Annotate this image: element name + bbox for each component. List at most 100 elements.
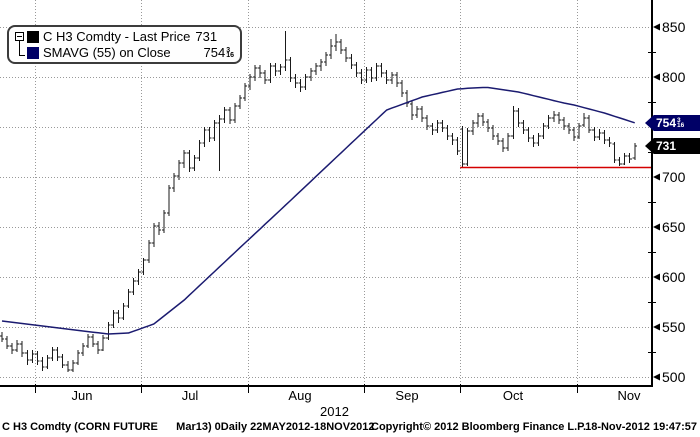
month-label: Jun <box>71 388 93 403</box>
ohlc-bar <box>440 120 445 132</box>
ohlc-bar <box>131 278 136 295</box>
footer-bar: C H3 Comdty (CORN FUTURE Mar13) 0Daily 2… <box>0 421 700 436</box>
ohlc-bar <box>597 129 602 140</box>
ohlc-bar <box>273 63 278 76</box>
axis-frame <box>0 0 653 387</box>
y-axis-label: 650 <box>662 219 686 235</box>
ohlc-bar <box>622 153 627 165</box>
ohlc-bar <box>126 289 131 308</box>
ohlc-bar <box>541 123 546 139</box>
ohlc-bar <box>50 347 55 361</box>
legend-last-price-label: C H3 Comdty - Last Price <box>43 29 191 44</box>
ohlc-bar <box>344 47 349 62</box>
last-price-swatch-icon <box>27 30 39 43</box>
ohlc-bar <box>364 67 369 83</box>
month-label: Oct <box>502 388 524 403</box>
ohlc-bar <box>75 350 81 365</box>
ohlc-bar <box>516 108 521 127</box>
ohlc-bar <box>207 127 212 142</box>
ohlc-bar <box>202 127 207 147</box>
ohlc-bar <box>65 361 71 372</box>
ohlc-bar <box>85 334 91 348</box>
ohlc-bar <box>90 334 96 347</box>
ohlc-bar <box>465 128 470 166</box>
ohlc-bar <box>268 63 273 83</box>
ohlc-bar <box>338 39 344 54</box>
ohlc-bar <box>526 127 531 142</box>
ohlc-bar <box>551 111 556 122</box>
ohlc-bar <box>581 113 587 127</box>
x-axis-year-label: 2012 <box>320 404 349 419</box>
ohlc-bar <box>511 106 516 139</box>
ohlc-bar <box>369 67 374 82</box>
ohlc-bar <box>176 160 182 180</box>
ohlc-bar <box>485 119 491 132</box>
ohlc-bar <box>222 107 227 123</box>
ohlc-bar <box>106 322 111 340</box>
ohlc-bar <box>70 360 76 372</box>
footer-instrument-text: C H3 Comdty (CORN FUTURE Mar13) 0Daily 2… <box>2 421 375 433</box>
ohlc-bar <box>252 65 258 81</box>
month-label: Jul <box>181 388 199 403</box>
ohlc-bar <box>602 130 607 144</box>
ohlc-bar <box>187 150 192 172</box>
ohlc-bar <box>278 64 283 75</box>
ohlc-bar <box>556 112 562 124</box>
ohlc-bar <box>171 173 177 192</box>
ohlc-bar <box>257 65 263 78</box>
ohlc-bar <box>95 341 101 354</box>
ohlc-bar <box>612 142 617 163</box>
ohlc-bar <box>592 127 597 141</box>
ohlc-bar <box>607 137 612 147</box>
legend-tree <box>12 29 27 60</box>
ohlc-bar <box>121 303 126 320</box>
legend-box[interactable]: C H3 Comdty - Last Price 731 SMAVG (55) … <box>7 25 242 64</box>
ohlc-bar <box>4 336 10 349</box>
ohlc-bar <box>30 350 35 363</box>
frac-numerator: 3 <box>677 117 681 124</box>
ohlc-bar <box>313 63 319 75</box>
ohlc-bar <box>379 63 384 77</box>
ohlc-bar <box>136 269 141 285</box>
ohlc-bar <box>9 343 15 354</box>
legend-last-price-value: 731 <box>195 29 218 44</box>
ohlc-bar <box>384 70 389 84</box>
collapse-minus-icon[interactable] <box>15 32 24 41</box>
ohlc-bar <box>20 341 25 357</box>
ohlc-bar <box>111 310 116 328</box>
ohlc-bar <box>323 52 329 66</box>
ohlc-bar <box>288 57 293 82</box>
ohlc-bar <box>586 115 592 133</box>
ohlc-bar <box>531 135 536 147</box>
ohlc-bar <box>197 140 202 161</box>
smavg-value-int: 754 <box>203 45 226 60</box>
legend-smavg-label: SMAVG (55) on Close <box>43 45 171 60</box>
footer-timestamp: 18-Nov-2012 19:47:57 <box>585 421 697 433</box>
ohlc-bar <box>374 63 379 81</box>
ohlc-bar <box>480 113 486 126</box>
ohlc-bar <box>435 120 440 133</box>
ohlc-bar <box>425 115 430 130</box>
ohlc-bar <box>217 115 222 171</box>
ohlc-bar <box>632 143 637 160</box>
sma-price-tag: 754 3 16 <box>645 115 700 131</box>
ohlc-bar <box>536 133 541 146</box>
ohlc-bar <box>394 72 400 87</box>
ohlc-bar <box>561 117 567 130</box>
ohlc-bar <box>293 74 298 88</box>
ohlc-bar <box>490 125 496 140</box>
ohlc-bar <box>521 120 526 134</box>
ohlc-bar <box>318 59 324 71</box>
y-axis-label: 700 <box>662 169 686 185</box>
ohlc-bar <box>617 157 622 166</box>
ohlc-bar <box>55 347 60 361</box>
ohlc-bar <box>283 31 288 71</box>
y-axis-label: 500 <box>662 369 686 385</box>
legend-series-last-price[interactable]: C H3 Comdty - Last Price 731 <box>27 29 234 44</box>
ohlc-bar <box>354 62 359 77</box>
legend-series-smavg[interactable]: SMAVG (55) on Close 754 3 16 <box>27 45 234 60</box>
last-price-tag: 731 <box>645 138 700 154</box>
frac-denominator: 16 <box>226 51 234 59</box>
ohlc-bar <box>566 123 572 134</box>
